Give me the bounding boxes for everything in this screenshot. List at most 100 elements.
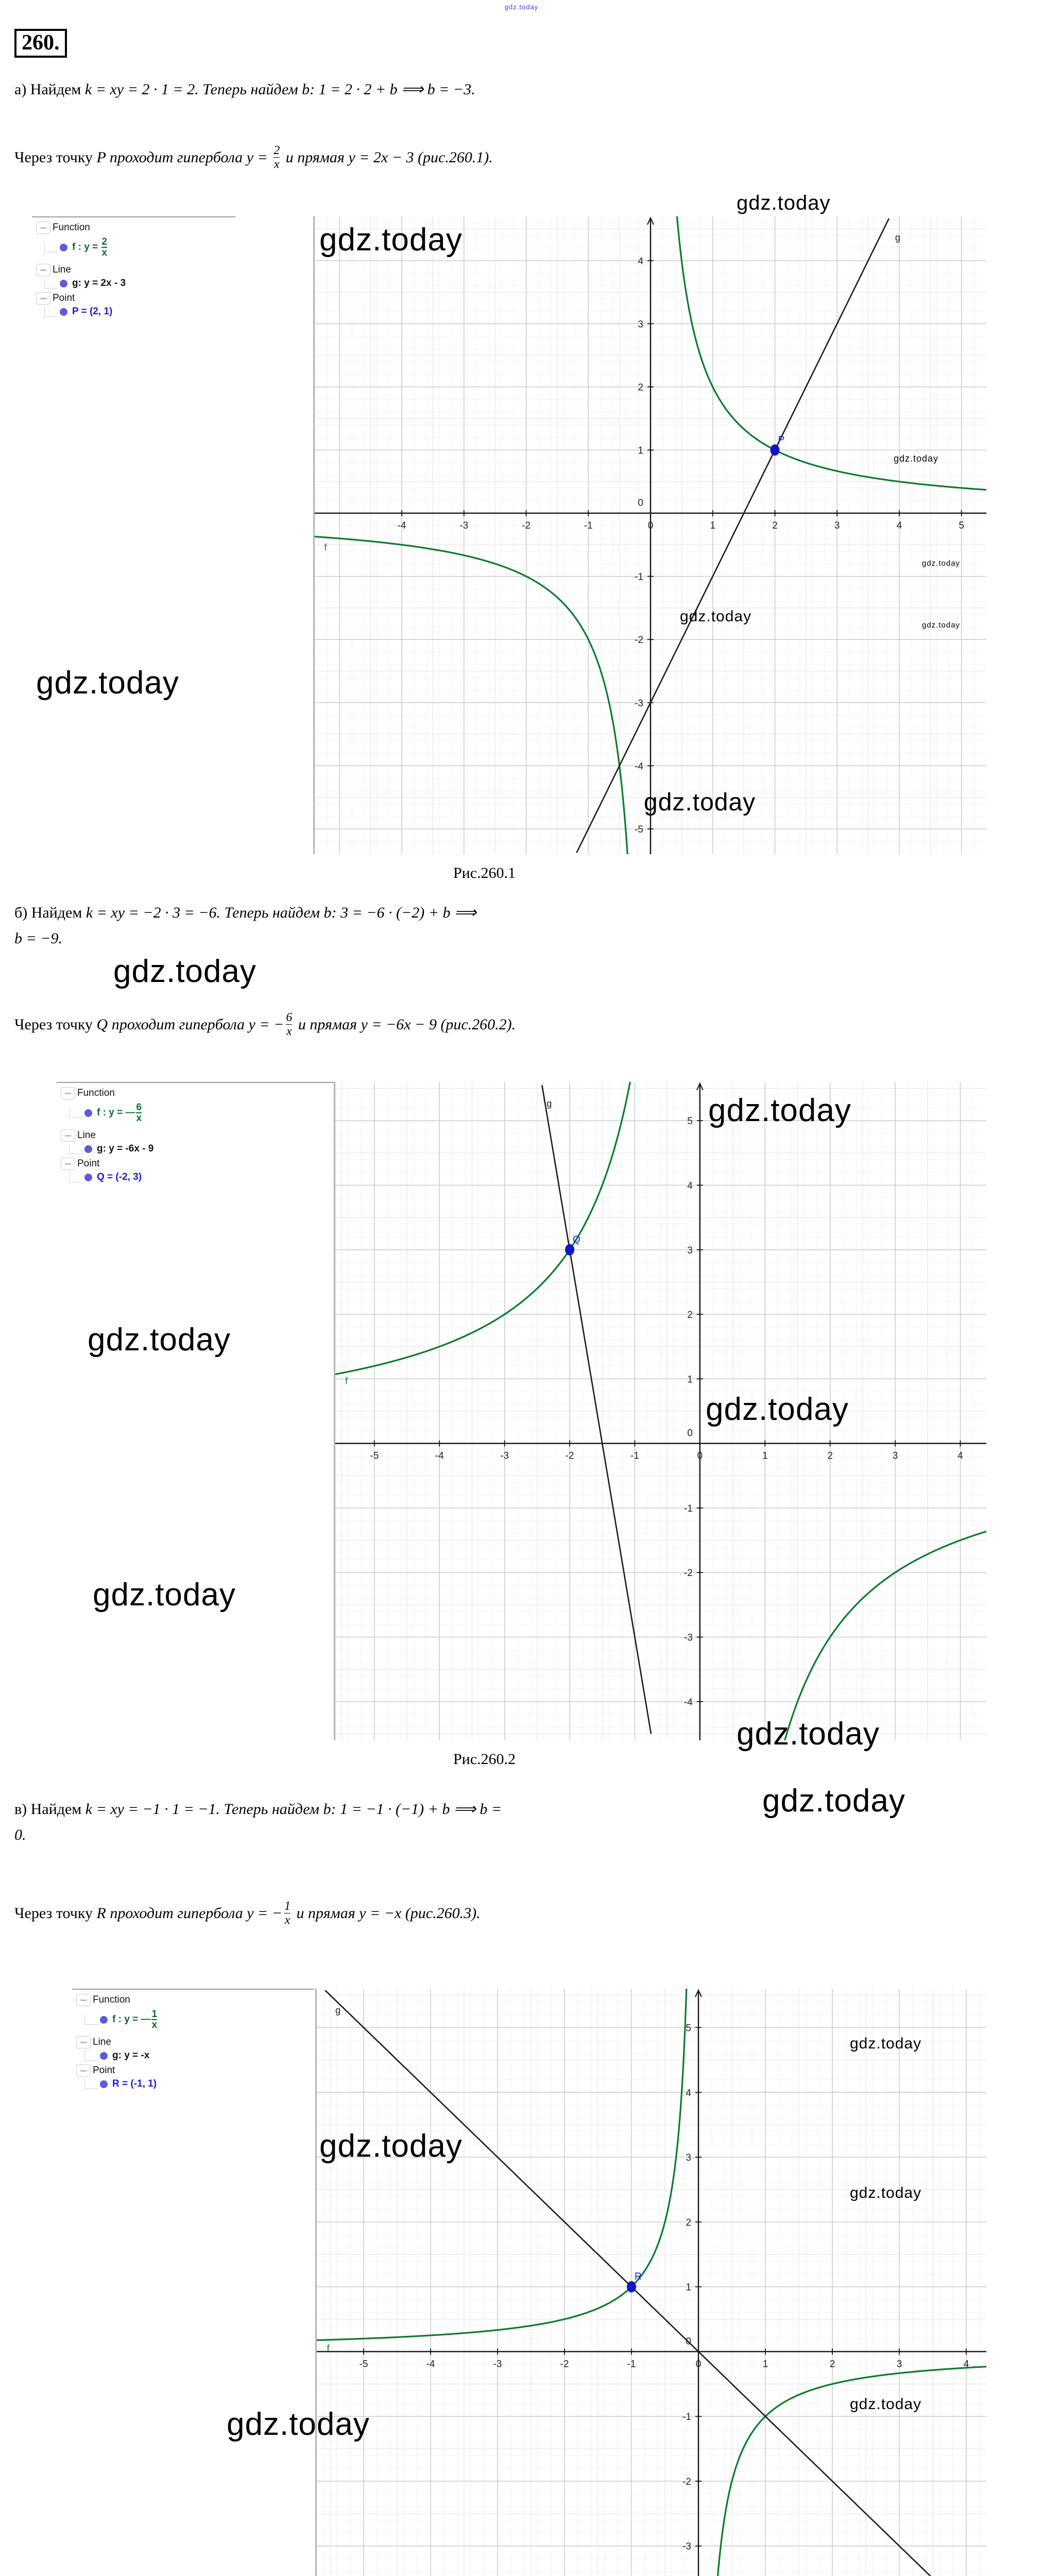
fig2-f-den: x <box>136 1112 142 1124</box>
visibility-dot-icon[interactable] <box>84 1145 92 1153</box>
group-label-line: Line <box>93 2037 111 2047</box>
fig1-eqn-p: P = (2, 1) <box>72 306 113 317</box>
svg-text:-1: -1 <box>684 1503 693 1514</box>
collapse-toggle-icon[interactable] <box>36 264 50 276</box>
fig1-group-point[interactable]: Point <box>36 292 235 304</box>
visibility-dot-icon[interactable] <box>60 308 67 316</box>
through-prefix-a: Через точку <box>14 149 97 166</box>
svg-text:-4: -4 <box>435 1451 444 1462</box>
fig2-item-f[interactable]: f : y = —6 x <box>69 1103 355 1123</box>
svg-text:P: P <box>778 435 784 446</box>
tree-connector-icon <box>44 307 58 317</box>
fig3-group-line[interactable]: Line <box>76 2036 314 2048</box>
fig2-group-point[interactable]: Point <box>61 1158 355 1170</box>
fig2-eqn-f: f : y = —6 x <box>97 1103 143 1123</box>
collapse-toggle-icon[interactable] <box>36 292 50 304</box>
collapse-toggle-icon[interactable] <box>76 2064 91 2077</box>
fig3-group-point[interactable]: Point <box>76 2064 314 2077</box>
fig3-f-den: x <box>151 2019 158 2030</box>
fig1-group-function[interactable]: Function <box>36 222 235 234</box>
fig1-f-den: x <box>101 247 108 258</box>
svg-text:-1: -1 <box>635 572 643 583</box>
svg-text:2: 2 <box>686 2217 691 2228</box>
fig3-item-g[interactable]: g: y = -x <box>84 2050 314 2061</box>
collapse-toggle-icon[interactable] <box>76 2036 91 2048</box>
svg-text:0: 0 <box>648 520 654 531</box>
svg-text:4: 4 <box>964 2359 969 2369</box>
collapse-toggle-icon[interactable] <box>61 1087 75 1099</box>
frac-num-a: 2 <box>273 144 280 157</box>
part-v-body: k = xy = −1 · 1 = −1. Теперь найдем b: 1… <box>85 1801 502 1818</box>
svg-text:0: 0 <box>638 498 643 509</box>
collapse-toggle-icon[interactable] <box>76 1994 91 2006</box>
tree-connector-icon <box>69 1108 83 1118</box>
part-v-body-2: 0. <box>14 1826 26 1843</box>
fig3-group-function[interactable]: Function <box>76 1994 314 2006</box>
through-tail-a: и прямая y = 2x − 3 (рис.260.1). <box>282 149 493 166</box>
fig1-item-g[interactable]: g: y = 2x - 3 <box>44 278 235 289</box>
tree-connector-icon <box>84 2079 98 2089</box>
fig2-eqn-g: g: y = -6x - 9 <box>97 1143 154 1154</box>
fig2-plot[interactable]: -5 -4 -3 -2 -1 0 1 2 3 4 5 4 3 2 1 -1 -2 -3 -4 0 f g Q <box>334 1082 986 1740</box>
svg-text:4: 4 <box>687 1180 693 1191</box>
figure-2: Function f : y = —6 x Line g: y = -6x - 9… <box>0 1082 986 1741</box>
svg-text:-2: -2 <box>522 520 531 531</box>
tree-connector-icon <box>84 2014 98 2025</box>
frac-den-b: x <box>286 1024 293 1039</box>
part-a-body: k = xy = 2 · 1 = 2. Теперь найдем b: 1 =… <box>84 81 475 98</box>
group-label-point: Point <box>53 293 75 303</box>
collapse-toggle-icon[interactable] <box>61 1129 75 1142</box>
fig1-item-p[interactable]: P = (2, 1) <box>44 306 235 317</box>
visibility-dot-icon[interactable] <box>60 243 67 251</box>
collapse-toggle-icon[interactable] <box>61 1158 75 1170</box>
svg-text:4: 4 <box>957 1451 963 1462</box>
svg-text:-5: -5 <box>635 824 643 835</box>
visibility-dot-icon[interactable] <box>84 1109 92 1117</box>
svg-text:2: 2 <box>830 2359 835 2369</box>
svg-text:f: f <box>345 1376 348 1386</box>
fig2-item-g[interactable]: g: y = -6x - 9 <box>69 1143 355 1155</box>
top-watermark: gdz.today <box>504 3 539 11</box>
tree-connector-icon <box>44 278 58 289</box>
fig3-algebra-panel: Function f : y = —1 x Line g: y = -x Poin… <box>72 1989 314 2576</box>
visibility-dot-icon[interactable] <box>84 1173 92 1181</box>
svg-text:-1: -1 <box>682 2412 691 2422</box>
fig2-group-line[interactable]: Line <box>61 1129 355 1142</box>
svg-text:3: 3 <box>834 520 840 531</box>
svg-text:-2: -2 <box>566 1451 574 1462</box>
svg-text:f: f <box>327 2343 330 2353</box>
visibility-dot-icon[interactable] <box>100 2080 108 2088</box>
fig1-plot[interactable]: -4 -3 -2 -1 0 1 2 3 4 5 4 3 2 1 -1 -2 -3 -4 -5 0 f g P <box>313 216 986 854</box>
fig2-f-num: 6 <box>136 1102 142 1113</box>
fig2-item-q[interactable]: Q = (-2, 3) <box>69 1172 355 1183</box>
svg-text:-1: -1 <box>584 520 593 531</box>
fig1-group-line[interactable]: Line <box>36 264 235 276</box>
visibility-dot-icon[interactable] <box>60 279 67 287</box>
part-b-solution: б) Найдем k = xy = −2 · 3 = −6. Теперь н… <box>14 902 1039 924</box>
svg-text:4: 4 <box>897 520 902 531</box>
tree-connector-icon <box>84 2050 98 2061</box>
part-v-solution: в) Найдем k = xy = −1 · 1 = −1. Теперь н… <box>14 1798 1039 1821</box>
group-label-line: Line <box>77 1130 96 1141</box>
fig2-group-function[interactable]: Function <box>61 1087 355 1099</box>
visibility-dot-icon[interactable] <box>100 2052 108 2060</box>
fig3-item-f[interactable]: f : y = —1 x <box>84 2009 314 2030</box>
svg-text:1: 1 <box>687 1374 693 1385</box>
collapse-toggle-icon[interactable] <box>36 222 50 234</box>
part-b-body-2: b = −9. <box>14 930 62 947</box>
svg-text:2: 2 <box>687 1310 693 1320</box>
group-label-function: Function <box>53 222 90 233</box>
svg-text:R: R <box>635 2272 642 2282</box>
fig2-f-lhs: f : y = <box>97 1107 126 1118</box>
svg-text:-4: -4 <box>426 2359 435 2369</box>
visibility-dot-icon[interactable] <box>100 2015 108 2024</box>
svg-text:-3: -3 <box>682 2541 691 2552</box>
fig3-item-r[interactable]: R = (-1, 1) <box>84 2078 314 2090</box>
